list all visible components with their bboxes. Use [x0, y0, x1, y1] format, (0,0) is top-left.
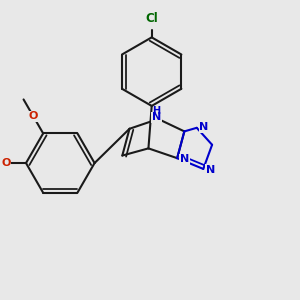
Text: Cl: Cl — [145, 12, 158, 25]
Text: N: N — [206, 165, 215, 175]
Text: O: O — [2, 158, 11, 168]
Text: N: N — [180, 154, 189, 164]
Text: O: O — [29, 111, 38, 122]
Text: N: N — [152, 112, 161, 122]
Text: H: H — [152, 106, 161, 116]
Text: N: N — [200, 122, 208, 133]
